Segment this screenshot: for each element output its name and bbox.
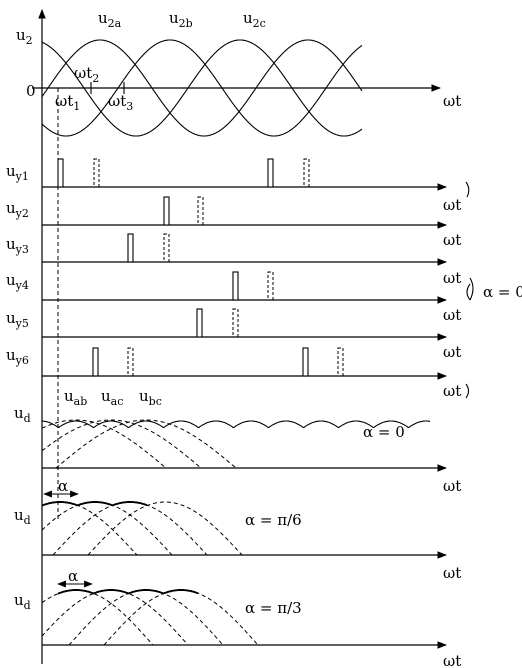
brace-bottom [465, 383, 470, 399]
output-panel-alpha-pi3: ud α α = π/3 ωt [14, 567, 461, 668]
pulse-xlabel-y4: ωt [443, 306, 461, 324]
instant-label-wt2: ωt2 [74, 64, 99, 85]
pulse-xlabel-y2: ωt [443, 231, 461, 249]
output-xlabel-2: ωt [443, 564, 461, 582]
dashed-arch-3-1 [41, 589, 154, 646]
segment-label-ac: uac [101, 387, 123, 408]
output-xlabel-1: ωt [443, 477, 461, 495]
dashed-pulse-y6-1 [127, 347, 134, 377]
pulse-label-y5: uy5 [6, 309, 29, 330]
supply-curve-a [41, 39, 363, 137]
alpha-marker-3: α [68, 567, 78, 585]
pulse-y1-1 [57, 158, 64, 188]
segment-label-bc: ubc [139, 387, 162, 408]
output-ylabel-1: ud [14, 404, 31, 425]
dashed-arch-2-3 [52, 501, 208, 556]
output-ylabel-2: ud [14, 506, 31, 527]
pulse-xlabel-y3: ωt [443, 269, 461, 287]
alpha-label-1: α = 0 [363, 423, 405, 441]
supply-voltage-panel: u2 0 ωt u2a u2b u2c ωt2 ωt1 ωt3 [16, 9, 461, 520]
pulse-label-y4: uy4 [6, 271, 29, 292]
dashed-pulse-y3-1 [163, 233, 170, 263]
dashed-arch-1-2 [41, 419, 202, 469]
dashed-pulse-y5-1 [232, 308, 239, 338]
brace-middle [466, 277, 474, 301]
pulse-y4-1 [232, 271, 239, 301]
supply-curve-c [41, 39, 363, 137]
dashed-arch-2-4 [87, 501, 243, 556]
pulse-xlabel-y6: ωt [443, 382, 461, 400]
output-curves-3 [41, 589, 259, 646]
pulse-y1-2 [267, 158, 274, 188]
brace-top [465, 181, 470, 198]
dashed-arch-1-1 [41, 419, 167, 469]
pulse-y6-2 [302, 347, 309, 377]
pulse-label-y3: uy3 [6, 235, 29, 256]
pulse-label-y6: uy6 [6, 346, 29, 367]
output-xlabel-3: ωt [443, 652, 461, 668]
dashed-arch-1-3 [55, 419, 237, 469]
gate-pulse-panel: uy1 uy2 uy3 uy4 uy5 uy6 ωt ωt ωt ωt ωt ω… [6, 158, 522, 400]
top-ylabel: u2 [16, 26, 33, 47]
phase-label-a: u2a [98, 9, 122, 30]
pulse-xlabel-y1: ωt [443, 196, 461, 214]
dashed-arch-3-4 [103, 589, 259, 646]
output-envelope-1 [41, 420, 431, 428]
instant-label-wt3: ωt3 [108, 92, 133, 113]
pulse-axes [42, 183, 447, 380]
phase-label-c: u2c [243, 9, 266, 30]
dashed-arch-2-2 [41, 501, 173, 556]
dashed-pulse-y6-2 [337, 347, 344, 377]
dashed-pulse-y4-1 [267, 271, 274, 301]
pulse-y6-1 [92, 347, 99, 377]
output-curves-2 [41, 501, 243, 556]
segment-label-ab: uab [64, 387, 87, 408]
dashed-arch-3-2 [41, 589, 189, 646]
pulse-xlabel-y5: ωt [443, 343, 461, 361]
pulse-label-y2: uy2 [6, 199, 29, 220]
output-panel-alpha-0: ud uab uac ubc α = 0 ωt [14, 387, 461, 495]
pulse-y5-1 [196, 308, 203, 338]
output-panel-alpha-pi6: ud α α = π/6 ωt [14, 477, 461, 582]
pulse-marks [57, 158, 344, 377]
pulse-label-y1: uy1 [6, 162, 29, 183]
pulse-y3-1 [127, 233, 134, 263]
top-xlabel: ωt [443, 92, 461, 110]
dashed-arch-3-3 [68, 589, 224, 646]
dashed-pulse-y2-1 [197, 196, 204, 226]
instant-label-wt1: ωt1 [55, 92, 80, 113]
pulse-y2-1 [163, 196, 170, 226]
alpha-marker-2: α [58, 477, 68, 495]
dashed-pulse-y1-1 [93, 158, 100, 188]
origin-label: 0 [26, 82, 36, 100]
dashed-arch-2-1 [41, 501, 138, 556]
pulse-group-label: α = 0 [483, 283, 522, 301]
phase-label-b: u2b [169, 9, 193, 30]
output-ylabel-3: ud [14, 591, 31, 612]
alpha-label-3: α = π/3 [245, 599, 302, 617]
alpha-label-2: α = π/6 [245, 511, 302, 529]
supply-curves [41, 39, 363, 137]
output-curves-1 [41, 419, 431, 469]
dashed-pulse-y1-2 [303, 158, 310, 188]
